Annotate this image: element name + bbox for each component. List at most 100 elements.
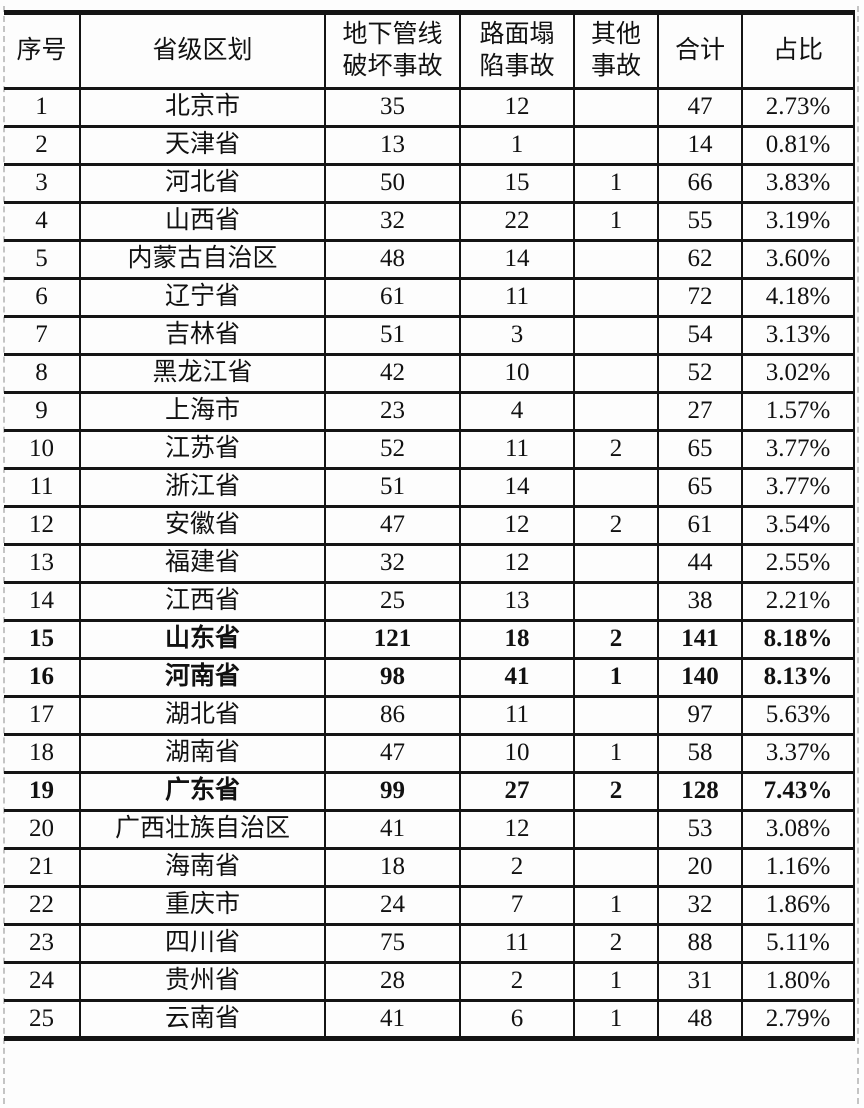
header-index: 序号 <box>4 10 81 90</box>
total-count-cell: 128 <box>657 771 743 812</box>
region-cell: 山东省 <box>79 619 326 660</box>
pipeline-count-cell: 42 <box>324 353 461 394</box>
total-count-cell: 32 <box>657 885 743 926</box>
table-row: 3 河北省 50 15 1 66 3.83% <box>4 163 855 204</box>
row-index-cell: 2 <box>4 125 81 166</box>
collapse-count-cell: 14 <box>459 239 575 280</box>
region-cell: 山西省 <box>79 201 326 242</box>
row-index-cell: 23 <box>4 923 81 964</box>
collapse-count-cell: 2 <box>459 847 575 888</box>
pipeline-count-cell: 61 <box>324 277 461 318</box>
region-cell: 北京市 <box>79 87 326 128</box>
region-cell: 上海市 <box>79 391 326 432</box>
row-index-cell: 13 <box>4 543 81 584</box>
row-index-cell: 8 <box>4 353 81 394</box>
total-count-cell: 66 <box>657 163 743 204</box>
collapse-count-cell: 4 <box>459 391 575 432</box>
pipeline-count-cell: 99 <box>324 771 461 812</box>
pipeline-count-cell: 41 <box>324 809 461 850</box>
total-count-cell: 62 <box>657 239 743 280</box>
table-row: 20 广西壮族自治区 41 12 53 3.08% <box>4 809 855 850</box>
table-row: 7 吉林省 51 3 54 3.13% <box>4 315 855 356</box>
table-row: 15 山东省 121 18 2 141 8.18% <box>4 619 855 660</box>
table-row: 2 天津省 13 1 14 0.81% <box>4 125 855 166</box>
table-row: 19 广东省 99 27 2 128 7.43% <box>4 771 855 812</box>
region-cell: 湖南省 <box>79 733 326 774</box>
percentage-cell: 3.77% <box>741 429 855 470</box>
table-row: 18 湖南省 47 10 1 58 3.37% <box>4 733 855 774</box>
table-row: 10 江苏省 52 11 2 65 3.77% <box>4 429 855 470</box>
collapse-count-cell: 41 <box>459 657 575 698</box>
collapse-count-cell: 13 <box>459 581 575 622</box>
other-count-cell <box>573 239 659 280</box>
total-count-cell: 65 <box>657 429 743 470</box>
percentage-cell: 1.16% <box>741 847 855 888</box>
pipeline-count-cell: 23 <box>324 391 461 432</box>
other-count-cell: 1 <box>573 885 659 926</box>
percentage-cell: 1.57% <box>741 391 855 432</box>
total-count-cell: 55 <box>657 201 743 242</box>
total-count-cell: 14 <box>657 125 743 166</box>
other-count-cell: 2 <box>573 923 659 964</box>
percentage-cell: 0.81% <box>741 125 855 166</box>
pipeline-count-cell: 47 <box>324 733 461 774</box>
region-cell: 浙江省 <box>79 467 326 508</box>
pipeline-count-cell: 51 <box>324 467 461 508</box>
collapse-count-cell: 14 <box>459 467 575 508</box>
percentage-cell: 3.13% <box>741 315 855 356</box>
pipeline-count-cell: 51 <box>324 315 461 356</box>
region-cell: 内蒙古自治区 <box>79 239 326 280</box>
row-index-cell: 20 <box>4 809 81 850</box>
row-index-cell: 12 <box>4 505 81 546</box>
region-cell: 贵州省 <box>79 961 326 1002</box>
row-index-cell: 22 <box>4 885 81 926</box>
percentage-cell: 3.83% <box>741 163 855 204</box>
other-count-cell <box>573 467 659 508</box>
percentage-cell: 4.18% <box>741 277 855 318</box>
other-count-cell <box>573 87 659 128</box>
collapse-count-cell: 10 <box>459 733 575 774</box>
header-region: 省级区划 <box>79 10 326 90</box>
other-count-cell <box>573 391 659 432</box>
collapse-count-cell: 11 <box>459 923 575 964</box>
row-index-cell: 11 <box>4 467 81 508</box>
other-count-cell: 1 <box>573 657 659 698</box>
percentage-cell: 2.79% <box>741 999 855 1041</box>
other-count-cell: 1 <box>573 163 659 204</box>
total-count-cell: 20 <box>657 847 743 888</box>
row-index-cell: 3 <box>4 163 81 204</box>
row-index-cell: 10 <box>4 429 81 470</box>
total-count-cell: 97 <box>657 695 743 736</box>
table-row: 14 江西省 25 13 38 2.21% <box>4 581 855 622</box>
collapse-count-cell: 12 <box>459 505 575 546</box>
pipeline-count-cell: 121 <box>324 619 461 660</box>
table-row: 24 贵州省 28 2 1 31 1.80% <box>4 961 855 1002</box>
pipeline-count-cell: 35 <box>324 87 461 128</box>
region-cell: 安徽省 <box>79 505 326 546</box>
region-cell: 广东省 <box>79 771 326 812</box>
header-other-accidents: 其他 事故 <box>573 10 659 90</box>
table-row: 11 浙江省 51 14 65 3.77% <box>4 467 855 508</box>
pipeline-count-cell: 75 <box>324 923 461 964</box>
percentage-cell: 2.55% <box>741 543 855 584</box>
collapse-count-cell: 2 <box>459 961 575 1002</box>
percentage-cell: 3.77% <box>741 467 855 508</box>
pipeline-count-cell: 32 <box>324 543 461 584</box>
percentage-cell: 7.43% <box>741 771 855 812</box>
total-count-cell: 65 <box>657 467 743 508</box>
table-row: 25 云南省 41 6 1 48 2.79% <box>4 999 855 1041</box>
total-count-cell: 72 <box>657 277 743 318</box>
collapse-count-cell: 10 <box>459 353 575 394</box>
total-count-cell: 44 <box>657 543 743 584</box>
collapse-count-cell: 12 <box>459 809 575 850</box>
region-cell: 湖北省 <box>79 695 326 736</box>
other-count-cell: 1 <box>573 201 659 242</box>
pipeline-count-cell: 98 <box>324 657 461 698</box>
percentage-cell: 2.21% <box>741 581 855 622</box>
other-count-cell <box>573 315 659 356</box>
collapse-count-cell: 7 <box>459 885 575 926</box>
row-index-cell: 14 <box>4 581 81 622</box>
collapse-count-cell: 1 <box>459 125 575 166</box>
collapse-count-cell: 12 <box>459 87 575 128</box>
percentage-cell: 3.60% <box>741 239 855 280</box>
